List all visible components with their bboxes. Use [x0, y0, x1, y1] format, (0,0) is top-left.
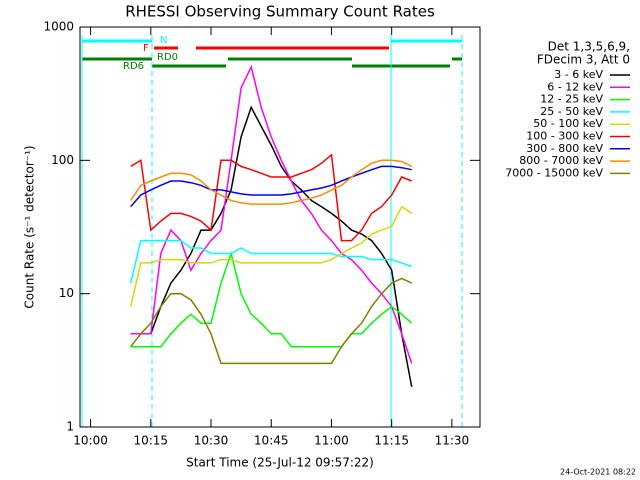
annotation: RD6 — [123, 61, 144, 72]
series-line — [130, 165, 412, 208]
y-tick-label: 10 — [59, 286, 74, 300]
x-tick-label: 11:00 — [314, 434, 349, 448]
legend-label: 100 - 300 keV — [526, 130, 603, 143]
legend-title: FDecim 3, Att 0 — [537, 53, 630, 67]
series-line — [130, 64, 413, 364]
legend-label: 50 - 100 keV — [533, 117, 603, 130]
annotation: F — [143, 43, 149, 54]
legend-label: 800 - 7000 keV — [519, 154, 603, 167]
plot-frame — [79, 26, 481, 428]
status-bars — [82, 39, 462, 68]
y-tick-label: 1000 — [43, 20, 74, 34]
legend-title: Det 1,3,5,6,9, — [548, 40, 630, 54]
series-line — [130, 159, 413, 205]
legend-label: 300 - 800 keV — [526, 142, 603, 155]
annotation: N — [160, 35, 167, 46]
y-tick-label: 100 — [51, 153, 74, 167]
x-tick-label: 11:30 — [435, 434, 470, 448]
annotation: RD0 — [157, 52, 178, 63]
legend-label: 25 - 50 keV — [540, 105, 603, 118]
series-line — [129, 239, 412, 284]
series-line — [130, 250, 413, 348]
legend-label: 7000 - 15000 keV — [505, 166, 603, 179]
x-tick-label: 11:15 — [374, 434, 409, 448]
x-axis-label: Start Time (25-Jul-12 09:57:22) — [186, 456, 374, 470]
x-tick-label: 10:15 — [133, 434, 168, 448]
y-axis-label: Count Rate (s⁻¹ detector⁻¹) — [23, 145, 37, 308]
x-tick-label: 10:30 — [194, 434, 229, 448]
legend-label: 12 - 25 keV — [540, 93, 603, 106]
x-tick-label: 10:45 — [254, 434, 289, 448]
y-tick-label: 1 — [66, 420, 74, 434]
x-tick-label: 10:00 — [73, 434, 108, 448]
chart-title: RHESSI Observing Summary Count Rates — [125, 3, 435, 21]
legend-label: 6 - 12 keV — [547, 80, 603, 93]
series-line — [130, 105, 413, 388]
legend-label: 3 - 6 keV — [554, 68, 603, 81]
series-line — [130, 153, 412, 242]
footer: 24-Oct-2021 08:22 — [560, 468, 636, 477]
series-line — [130, 277, 413, 365]
series-line — [129, 205, 413, 307]
